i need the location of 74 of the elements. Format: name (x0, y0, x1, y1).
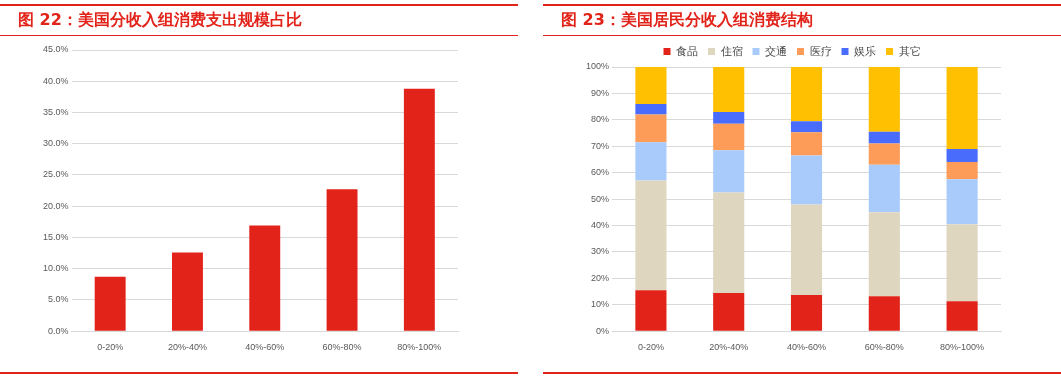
y-tick-label: 20% (591, 272, 610, 283)
y-tick-label: 90% (591, 87, 610, 98)
bar (868, 164, 900, 213)
y-tick-label: 35.0% (42, 106, 69, 117)
y-tick-label: 70% (591, 140, 610, 151)
y-tick-label: 20.0% (42, 200, 69, 211)
bar (713, 111, 745, 124)
legend-label: 食品 (676, 44, 698, 57)
y-tick-label: 60% (591, 167, 610, 178)
y-tick-label: 25.0% (42, 169, 69, 180)
bar (790, 67, 823, 122)
y-tick-label: 80% (591, 114, 610, 125)
bar (635, 103, 667, 115)
bar (635, 180, 667, 291)
chart-title: 图 22：美国分收入组消费支出规模占比 (0, 6, 518, 36)
bar (713, 192, 745, 293)
x-tick-label: 80%-100% (397, 342, 442, 353)
y-tick-label: 10.0% (42, 263, 69, 274)
x-tick-label: 20%-40% (709, 342, 749, 353)
bar (790, 295, 823, 331)
bar (946, 67, 978, 149)
x-tick-label: 80%-100% (940, 342, 985, 353)
x-tick-label: 60%-80% (864, 342, 904, 353)
bar (635, 142, 667, 181)
y-tick-label: 5.0% (48, 294, 69, 305)
bar (249, 225, 281, 331)
x-tick-label: 20%-40% (167, 342, 207, 353)
y-tick-label: 10% (591, 299, 610, 310)
bar (635, 290, 667, 331)
x-tick-label: 40%-60% (786, 342, 827, 353)
x-tick-label: 40%-60% (245, 342, 285, 353)
x-tick-label: 0-20% (637, 342, 664, 353)
bar (946, 148, 978, 163)
bar (790, 121, 823, 133)
bar (868, 131, 900, 144)
y-tick-label: 40.0% (42, 75, 69, 86)
bar (790, 132, 823, 156)
y-tick-label: 100% (585, 61, 610, 72)
bar (868, 143, 900, 165)
y-tick-label: 0.0% (48, 325, 69, 336)
bar (172, 252, 203, 331)
bar (790, 155, 823, 205)
bar (868, 212, 900, 297)
bar (713, 150, 745, 193)
chart-title: 图 23：美国居民分收入组消费结构 (543, 6, 1061, 36)
y-tick-label: 15.0% (42, 231, 69, 242)
bar (713, 123, 745, 151)
y-tick-label: 0% (596, 325, 610, 336)
bar (635, 67, 667, 104)
y-tick-label: 40% (591, 220, 610, 230)
x-tick-label: 0-20% (97, 342, 124, 353)
bar (790, 204, 823, 296)
y-tick-label: 50% (591, 193, 610, 204)
bar (868, 67, 900, 132)
legend-label: 娱乐 (854, 44, 876, 57)
legend-label: 医疗 (809, 44, 832, 57)
bar (713, 292, 745, 331)
y-tick-label: 30% (591, 246, 610, 257)
legend-label: 交通 (765, 44, 787, 57)
legend-label: 其它 (898, 44, 921, 57)
bar (946, 224, 978, 302)
bar (868, 296, 900, 331)
legend-label: 住宿 (720, 44, 743, 57)
bar (635, 114, 667, 143)
bar (946, 162, 978, 180)
bar (326, 189, 358, 331)
x-tick-label: 60%-80% (322, 342, 362, 353)
bar (713, 67, 745, 112)
y-tick-label: 30.0% (42, 138, 69, 149)
bar (946, 179, 978, 225)
y-tick-label: 45.0% (42, 44, 69, 55)
bar (946, 301, 978, 331)
bar (403, 88, 435, 331)
bar (94, 276, 126, 331)
